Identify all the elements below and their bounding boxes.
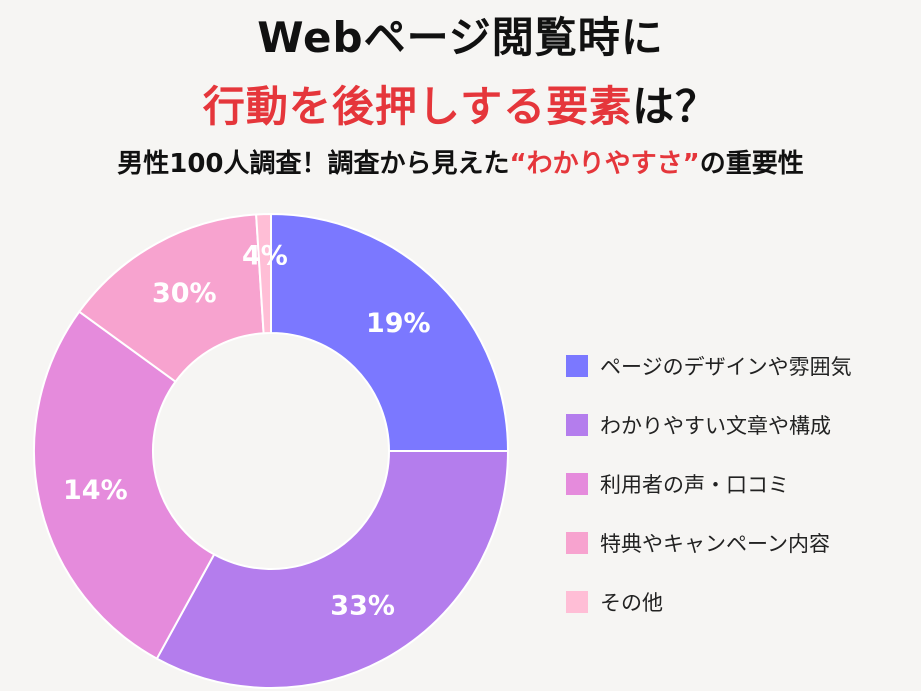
legend-label: 利用者の声・口コミ bbox=[600, 469, 789, 499]
legend-label: わかりやすい文章や構成 bbox=[600, 410, 831, 440]
slice-2 bbox=[157, 451, 508, 688]
legend-item: 特典やキャンペーン内容 bbox=[566, 513, 852, 572]
legend-item: ページのデザインや雰囲気 bbox=[566, 336, 852, 395]
slice-label-5: 4% bbox=[242, 241, 288, 272]
slice-label-2: 33% bbox=[330, 590, 395, 621]
legend-swatch bbox=[566, 414, 588, 436]
slice-label-1: 19% bbox=[366, 308, 431, 339]
legend-swatch bbox=[566, 532, 588, 554]
legend: ページのデザインや雰囲気 わかりやすい文章や構成 利用者の声・口コミ特典やキャンペー… bbox=[566, 336, 852, 631]
legend-swatch bbox=[566, 355, 588, 377]
legend-label: ページのデザインや雰囲気 bbox=[600, 351, 852, 381]
legend-item: わかりやすい文章や構成 bbox=[566, 395, 852, 454]
legend-item: 利用者の声・口コミ bbox=[566, 454, 852, 513]
slice-label-3: 14% bbox=[63, 475, 128, 506]
legend-swatch bbox=[566, 591, 588, 613]
legend-item: その他 bbox=[566, 572, 852, 631]
legend-swatch bbox=[566, 473, 588, 495]
legend-label: その他 bbox=[600, 587, 663, 617]
legend-label: 特典やキャンペーン内容 bbox=[600, 528, 830, 558]
slice-label-4: 30% bbox=[152, 278, 217, 309]
